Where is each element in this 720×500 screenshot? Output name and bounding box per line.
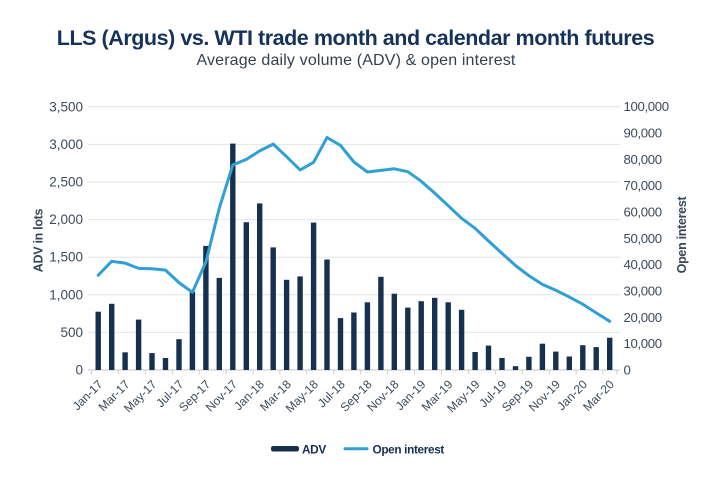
svg-text:2,000: 2,000 bbox=[49, 212, 83, 227]
svg-text:1,000: 1,000 bbox=[49, 287, 83, 302]
svg-text:ADV: ADV bbox=[302, 442, 326, 456]
svg-text:500: 500 bbox=[60, 325, 83, 340]
svg-text:90,000: 90,000 bbox=[624, 126, 662, 141]
svg-text:3,000: 3,000 bbox=[49, 137, 83, 152]
svg-text:Open interest: Open interest bbox=[675, 196, 689, 274]
svg-text:10,000: 10,000 bbox=[624, 336, 662, 351]
svg-text:80,000: 80,000 bbox=[624, 152, 662, 167]
svg-text:0: 0 bbox=[75, 363, 83, 378]
svg-text:40,000: 40,000 bbox=[624, 257, 662, 272]
svg-text:1,500: 1,500 bbox=[49, 250, 83, 265]
svg-text:Open interest: Open interest bbox=[373, 442, 445, 456]
svg-text:3,500: 3,500 bbox=[49, 99, 83, 114]
svg-text:ADV in lots: ADV in lots bbox=[32, 208, 46, 272]
svg-text:70,000: 70,000 bbox=[624, 178, 662, 193]
svg-text:30,000: 30,000 bbox=[624, 284, 662, 299]
svg-text:2,500: 2,500 bbox=[49, 175, 83, 190]
svg-text:50,000: 50,000 bbox=[624, 231, 662, 246]
svg-text:Mar-20: Mar-20 bbox=[580, 377, 617, 414]
svg-text:20,000: 20,000 bbox=[624, 310, 662, 325]
svg-text:60,000: 60,000 bbox=[624, 205, 662, 220]
svg-text:100,000: 100,000 bbox=[624, 99, 669, 114]
svg-text:0: 0 bbox=[624, 363, 631, 378]
